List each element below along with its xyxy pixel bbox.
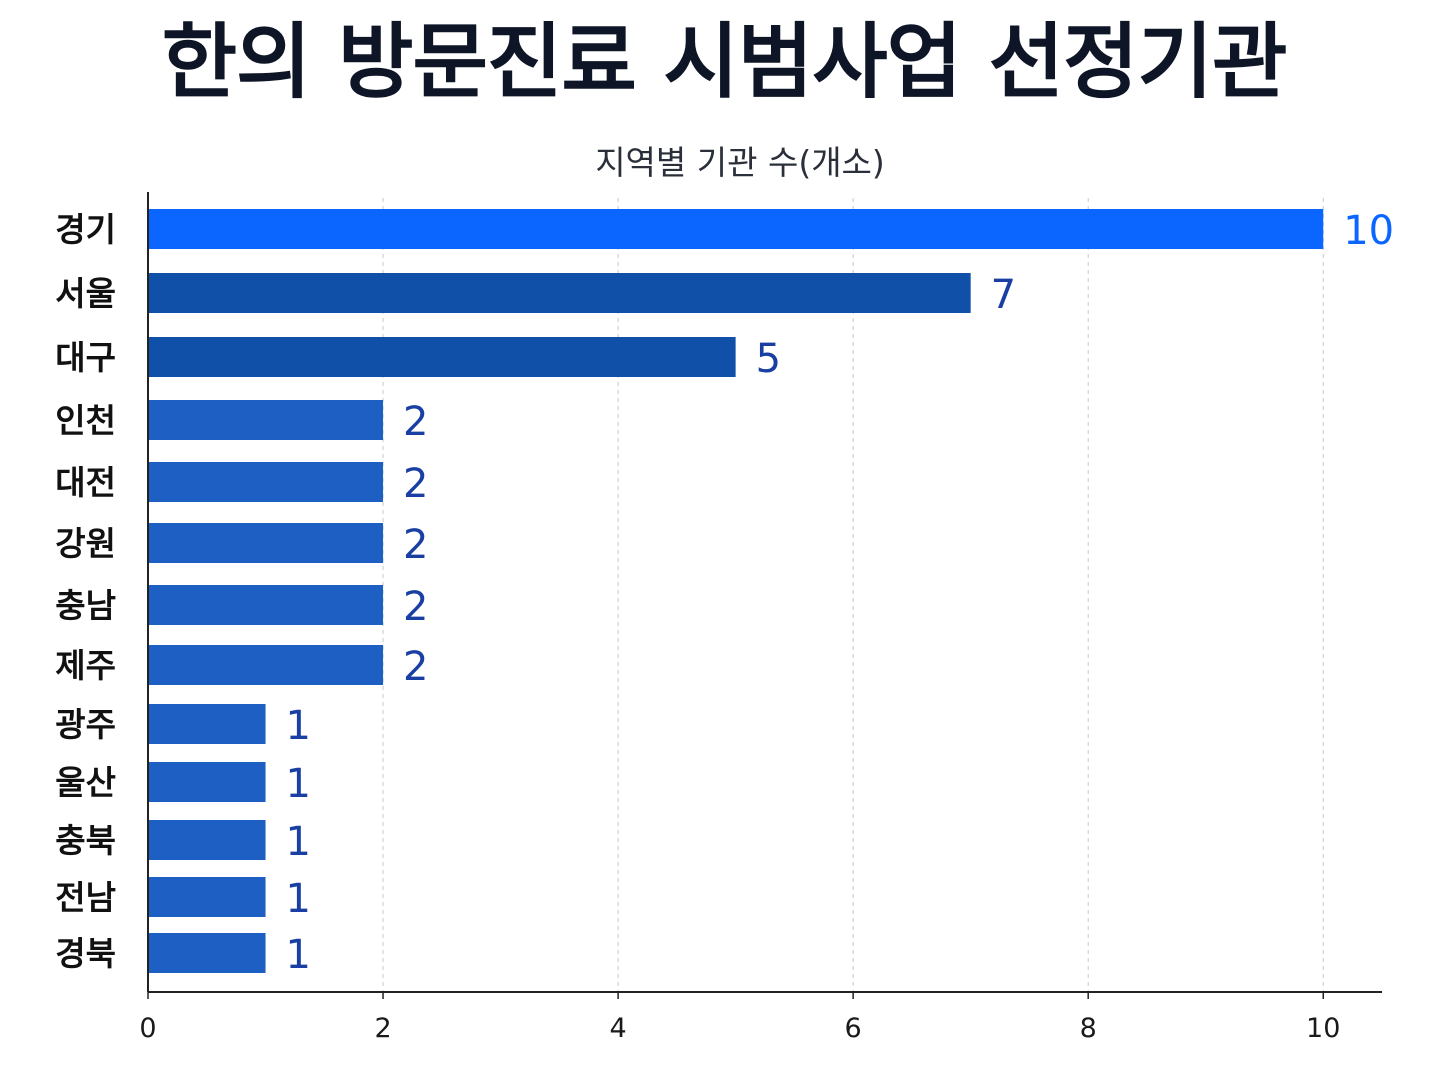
- chart-title: 한의 방문진료 시범사업 선정기관: [161, 15, 1288, 110]
- value-label: 1: [286, 876, 311, 922]
- bar: [148, 209, 1324, 249]
- bar: [148, 400, 384, 440]
- x-tick-label: 10: [1306, 1013, 1340, 1044]
- bar: [148, 462, 384, 502]
- value-label: 2: [403, 644, 428, 690]
- bar: [148, 645, 384, 685]
- x-tick-label: 8: [1080, 1013, 1097, 1044]
- value-label: 1: [286, 703, 311, 749]
- category-label: 울산: [55, 763, 116, 802]
- category-label: 전남: [55, 878, 116, 917]
- category-label: 제주: [55, 646, 116, 685]
- category-label: 충북: [55, 821, 116, 860]
- bar: [148, 273, 971, 313]
- category-label: 충남: [55, 586, 116, 625]
- category-label: 대구: [55, 338, 116, 377]
- x-tick-label: 2: [374, 1013, 391, 1044]
- category-label: 인천: [55, 401, 116, 440]
- category-label: 경북: [55, 934, 116, 973]
- grid-lines: [382, 198, 1324, 992]
- bar: [148, 877, 266, 917]
- bar: [148, 523, 384, 563]
- bars: [148, 209, 1324, 973]
- bar: [148, 337, 736, 377]
- x-tick-label: 6: [845, 1013, 862, 1044]
- axes: 0 2 4 6 8 10: [139, 192, 1382, 1044]
- labels: 경기 10 서울 7 대구 5 인천 2 대전 2 강원 2 충남 2 제주 2 광주 1 울산 1 충북 1 전남 1 경북 1: [55, 208, 1394, 978]
- value-label: 5: [756, 336, 781, 382]
- category-label: 대전: [55, 463, 116, 502]
- value-label: 2: [403, 584, 428, 630]
- bar: [148, 820, 266, 860]
- x-tick-label: 4: [610, 1013, 627, 1044]
- bar: [148, 933, 266, 973]
- category-label: 경기: [55, 210, 116, 249]
- value-label: 10: [1343, 208, 1394, 254]
- value-label: 2: [403, 461, 428, 507]
- value-label: 1: [286, 819, 311, 865]
- bar: [148, 762, 266, 802]
- x-tick-label: 0: [139, 1013, 156, 1044]
- value-label: 7: [991, 272, 1016, 318]
- category-label: 강원: [55, 524, 116, 563]
- category-label: 서울: [55, 274, 116, 313]
- value-label: 2: [403, 522, 428, 568]
- bar: [148, 585, 384, 625]
- value-label: 2: [403, 399, 428, 445]
- bar: [148, 704, 266, 744]
- value-label: 1: [286, 761, 311, 807]
- category-label: 광주: [55, 705, 116, 744]
- chart-subtitle: 지역별 기관 수(개소): [595, 143, 885, 182]
- value-label: 1: [286, 932, 311, 978]
